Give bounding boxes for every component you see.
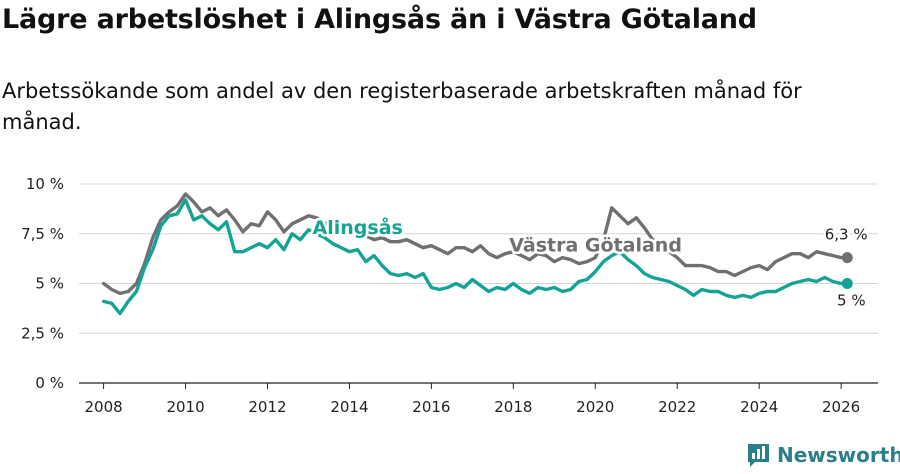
end-marker-alingsas bbox=[841, 278, 853, 289]
y-tick-label: 10 % bbox=[26, 175, 64, 193]
x-tick-label: 2008 bbox=[84, 398, 122, 416]
grid-lines bbox=[79, 183, 878, 334]
bar-chart-logo-icon bbox=[748, 444, 769, 467]
y-tick-label: 0 % bbox=[35, 374, 64, 392]
chart-title: Lägre arbetslöshet i Alingsås än i Västr… bbox=[2, 4, 757, 35]
y-tick-label: 2,5 % bbox=[21, 324, 64, 342]
series-line-alingsas bbox=[101, 198, 849, 316]
series-labels: Västra Götaland 6,3 % Alingsås 5 % bbox=[310, 212, 870, 311]
series-lines bbox=[101, 192, 853, 316]
y-tick-label: 7,5 % bbox=[21, 225, 64, 243]
brand-name: Newsworthy bbox=[777, 443, 900, 467]
end-value-label-vastra-gotaland: 6,3 % bbox=[825, 226, 868, 244]
x-tick-label: 2010 bbox=[166, 398, 204, 416]
x-tick-label: 2022 bbox=[658, 398, 696, 416]
x-tick-label: 2024 bbox=[740, 398, 778, 416]
x-tick-label: 2014 bbox=[330, 398, 368, 416]
x-tick-label: 2018 bbox=[494, 398, 532, 416]
series-name-vastra-gotaland: Västra Götaland bbox=[509, 235, 682, 257]
chart-subtitle: Arbetssökande som andel av den registerb… bbox=[2, 79, 802, 134]
newsworthy-brand: Newsworthy bbox=[746, 442, 900, 468]
end-marker-vastra-gotaland bbox=[841, 252, 853, 264]
x-axis: 2008 2010 2012 2014 2016 2018 2020 2022 2024 2026 bbox=[79, 382, 878, 416]
y-tick-label: 5 % bbox=[35, 275, 64, 293]
series-name-alingsas: Alingsås bbox=[313, 215, 403, 239]
end-value-label-alingsas: 5 % bbox=[837, 291, 866, 309]
series-line-vastra-gotaland bbox=[101, 192, 849, 296]
x-tick-label: 2026 bbox=[822, 398, 860, 416]
y-axis: 0 % 2,5 % 5 % 7,5 % 10 % bbox=[21, 175, 64, 392]
x-tick-label: 2016 bbox=[412, 398, 450, 416]
x-tick-label: 2020 bbox=[576, 398, 614, 416]
x-tick-label: 2012 bbox=[248, 398, 286, 416]
